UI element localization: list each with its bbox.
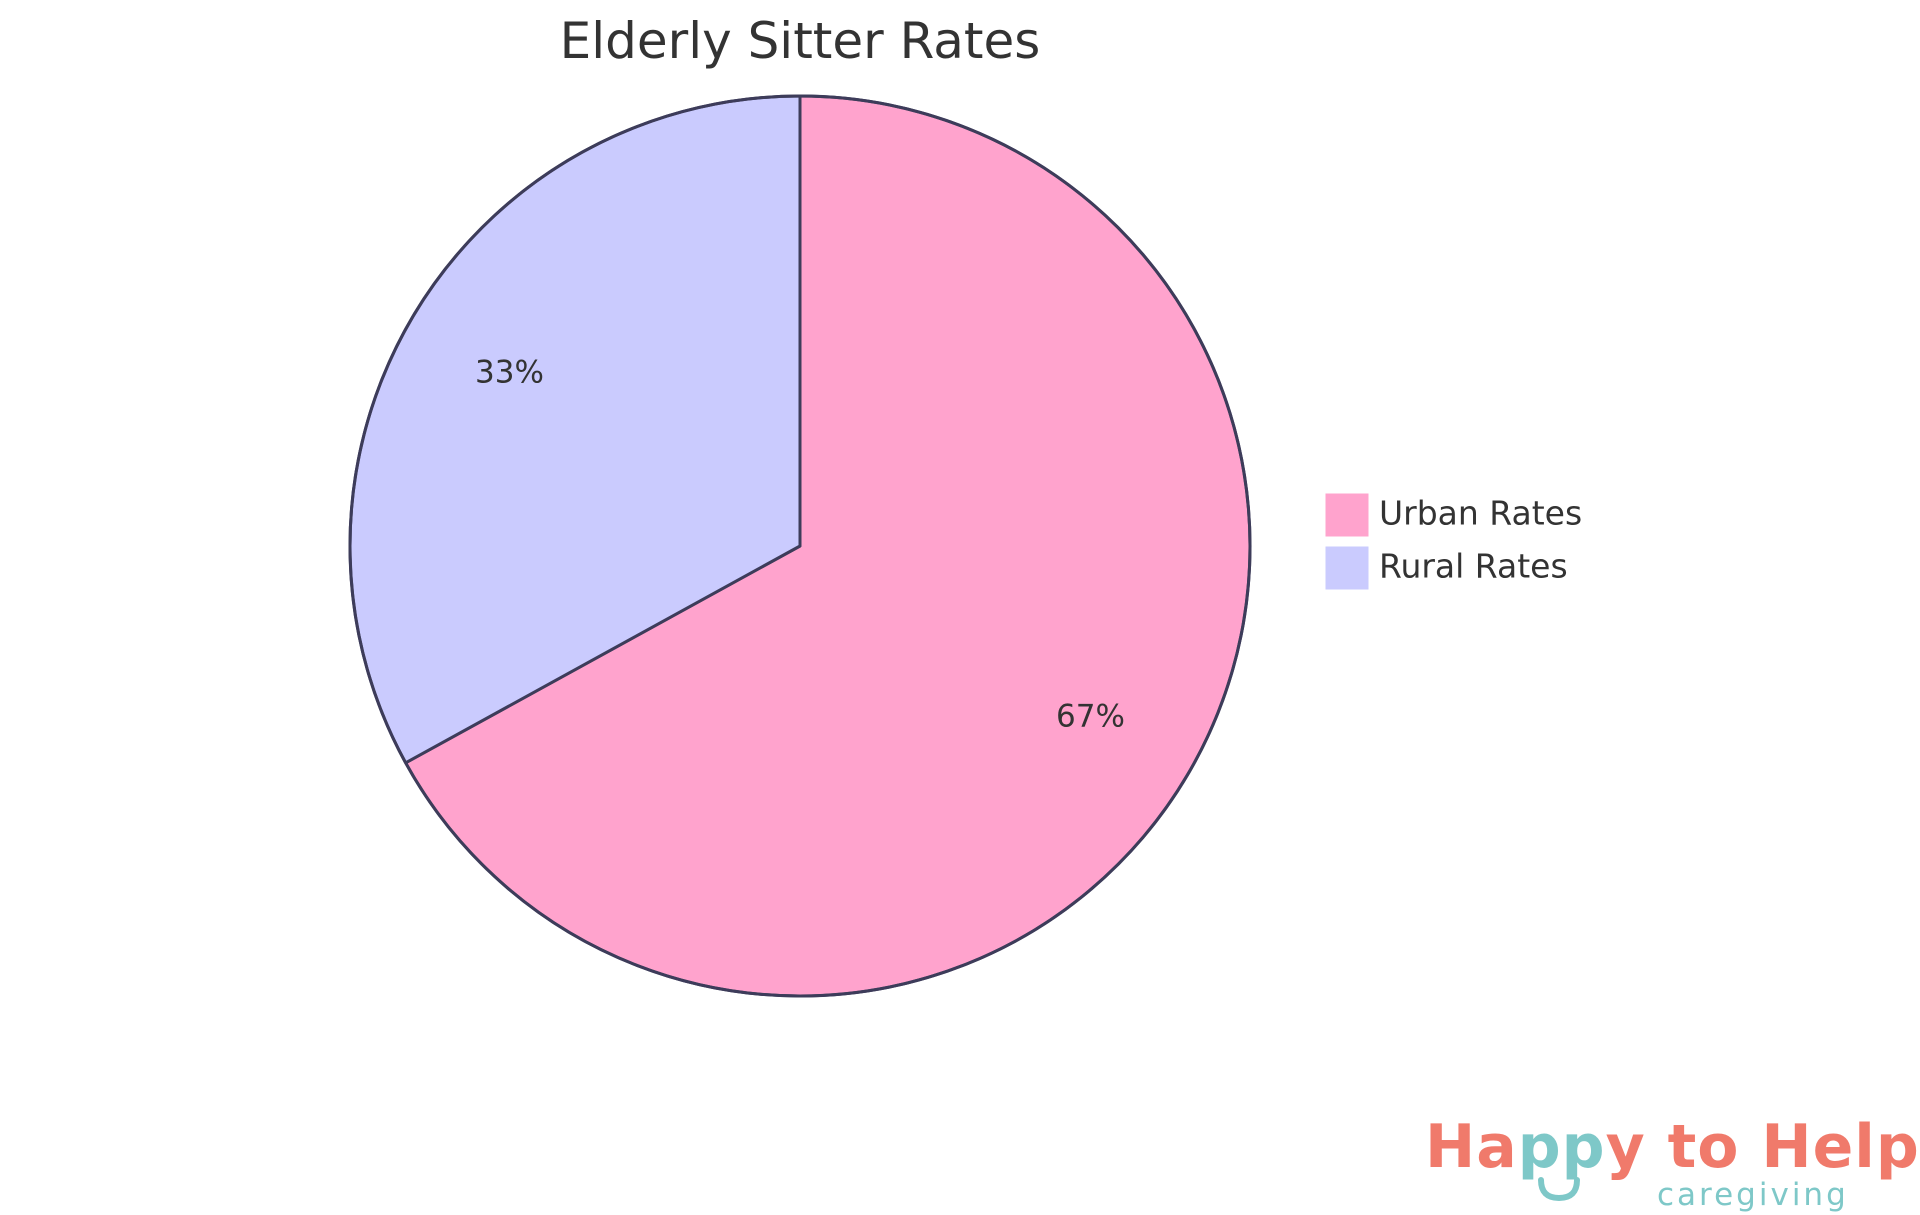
logo-segment: Ha [1425, 1112, 1518, 1182]
pie-slices [348, 94, 1252, 998]
logo-wordmark: Happy to Help [1425, 1112, 1920, 1182]
brand-logo: Happy to Help caregiving [1425, 1112, 1919, 1213]
legend-label: Urban Rates [1379, 494, 1582, 533]
chart-title: Elderly Sitter Rates [560, 12, 1041, 70]
logo-segment: pp [1517, 1112, 1606, 1182]
legend-label: Rural Rates [1379, 547, 1568, 586]
pie-slice-labels: 67% 33% [475, 355, 1125, 735]
legend-swatch [1324, 545, 1370, 591]
pie-outline [348, 94, 1252, 998]
logo-subtitle: caregiving [1657, 1177, 1849, 1213]
smile-icon [1538, 1177, 1580, 1202]
slice-value-label: 67% [1056, 698, 1125, 734]
logo-segment: y to Help [1605, 1112, 1920, 1182]
legend-swatch [1324, 492, 1370, 538]
legend: Urban Rates Rural Rates [1324, 492, 1582, 591]
slice-value-label: 33% [475, 355, 544, 391]
